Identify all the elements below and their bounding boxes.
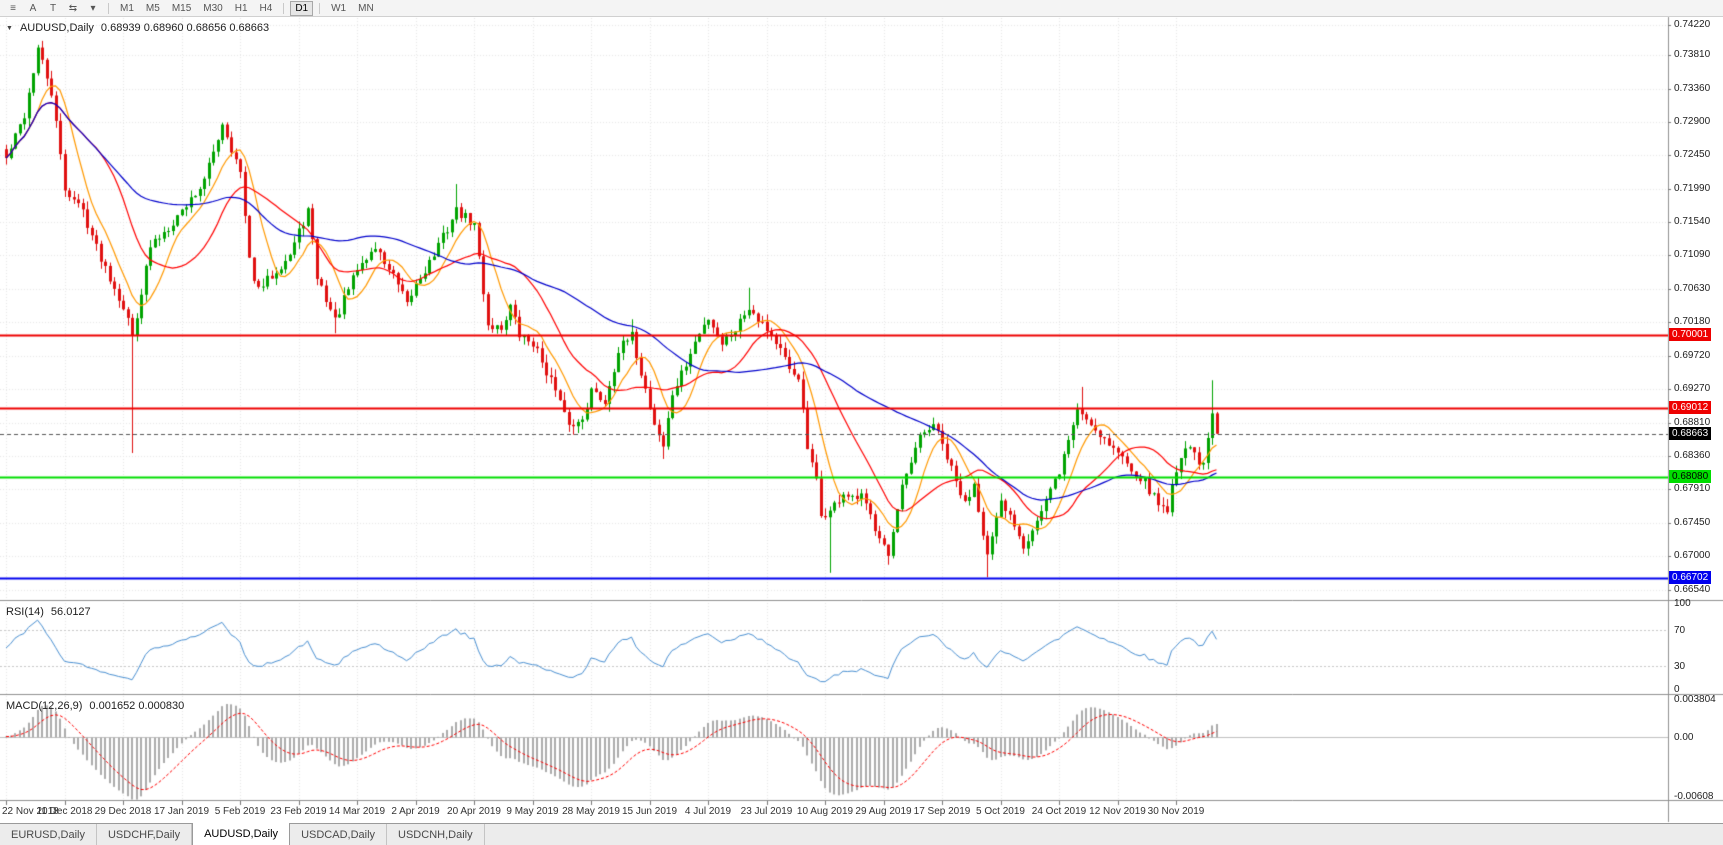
tab-usdcnh[interactable]: USDCNH,Daily (387, 824, 485, 845)
chart-title: ▼ AUDUSD,Daily 0.68939 0.68960 0.68656 0… (6, 22, 269, 34)
text-tool-icon[interactable]: T (49, 2, 57, 14)
timeframe-m1-button[interactable]: M1 (120, 2, 134, 14)
chart-context-menu-icon[interactable]: ▼ (6, 24, 13, 32)
rsi-indicator-value: 56.0127 (50, 606, 91, 618)
main-chart-area[interactable] (0, 18, 1668, 600)
chart-symbol-label: AUDUSD,Daily (19, 22, 94, 34)
macd-panel[interactable] (0, 696, 1668, 800)
timeframe-h4-button[interactable]: H4 (259, 2, 273, 14)
timeframe-m30-button[interactable]: M30 (203, 2, 223, 14)
timeframe-d1-button[interactable]: D1 (290, 0, 314, 16)
macd-indicator-values: 0.001652 0.000830 (89, 700, 185, 712)
timeframe-h1-button[interactable]: H1 (234, 2, 248, 14)
toolbar-separator (108, 2, 109, 14)
tab-audusd[interactable]: AUDUSD,Daily (192, 823, 291, 845)
toolbar: ≡ A T ⇆ ▾ M1 M5 M15 M30 H1 H4 D1 W1 MN (0, 0, 1723, 17)
rsi-indicator-label: RSI(14) (6, 606, 44, 618)
timeframe-mn-button[interactable]: MN (358, 2, 374, 14)
date-axis[interactable] (0, 801, 1668, 822)
tab-usdcad[interactable]: USDCAD,Daily (290, 824, 388, 845)
chart-ohlc-values: 0.68939 0.68960 0.68656 0.68663 (100, 22, 270, 34)
toolbar-separator (283, 2, 285, 14)
toolbar-icons: ≡ A T ⇆ ▾ (3, 1, 103, 15)
macd-header: MACD(12,26,9) 0.001652 0.000830 (6, 700, 184, 712)
tab-usdchf[interactable]: USDCHF,Daily (97, 824, 193, 845)
menu-icon[interactable]: ≡ (10, 2, 16, 14)
dropdown-caret-icon[interactable]: ▾ (90, 2, 96, 14)
timeframe-w1-button[interactable]: W1 (331, 2, 347, 14)
rsi-panel[interactable] (0, 602, 1668, 694)
price-axis[interactable] (1668, 18, 1723, 800)
timeframe-m15-button[interactable]: M15 (171, 2, 192, 14)
rsi-header: RSI(14) 56.0127 (6, 606, 91, 618)
tab-eurusd[interactable]: EURUSD,Daily (0, 824, 97, 845)
toolbar-separator (319, 2, 321, 14)
timeframe-buttons: M1 M5 M15 M30 H1 H4 D1 W1 MN (114, 0, 380, 16)
timeframe-m5-button[interactable]: M5 (145, 2, 160, 14)
macd-indicator-label: MACD(12,26,9) (6, 700, 83, 712)
cursor-tool-icon[interactable]: A (29, 2, 37, 14)
chart-tab-bar: EURUSD,Daily USDCHF,Daily AUDUSD,Daily USDC… (0, 823, 1723, 845)
chart-shift-icon[interactable]: ⇆ (68, 2, 78, 14)
